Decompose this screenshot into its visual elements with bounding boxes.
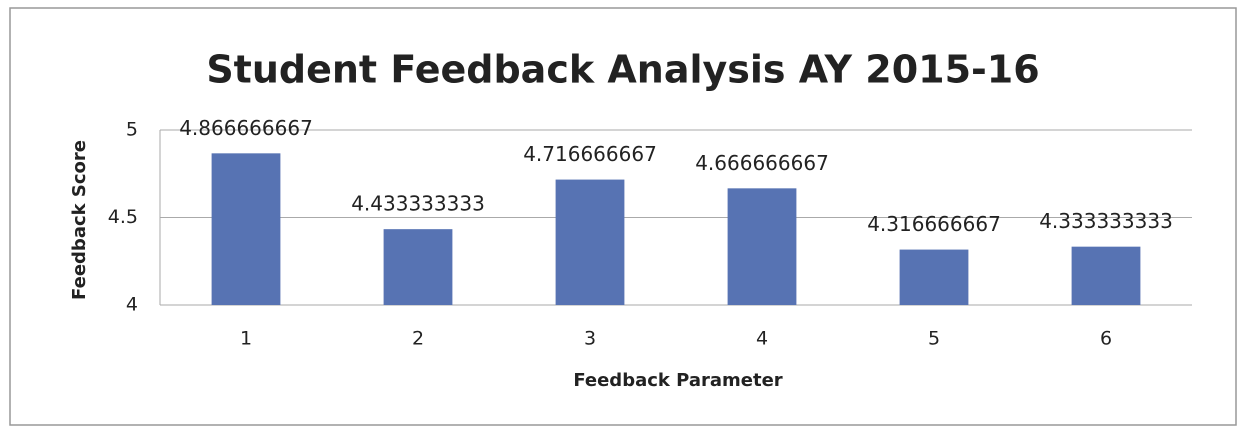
x-tick-label: 2 (412, 328, 424, 350)
value-label: 4.433333333 (351, 192, 485, 216)
bar (1071, 246, 1141, 305)
x-axis-label: Feedback Parameter (573, 370, 782, 391)
x-tick-label: 4 (756, 328, 768, 350)
value-label: 4.666666667 (695, 151, 829, 175)
x-tick-label: 3 (584, 328, 596, 350)
chart-title: Student Feedback Analysis AY 2015-16 (206, 48, 1039, 92)
x-tick-label: 1 (240, 328, 252, 350)
bar (899, 249, 969, 305)
x-tick-label: 5 (928, 328, 940, 350)
value-label: 4.866666667 (179, 116, 313, 140)
y-tick-label: 4 (126, 294, 138, 316)
y-tick-label: 5 (126, 119, 138, 141)
y-tick-label: 4.5 (108, 206, 138, 228)
value-label: 4.316666667 (867, 212, 1001, 236)
y-axis-label: Feedback Score (69, 140, 90, 300)
bar (211, 153, 281, 305)
bar (555, 179, 625, 305)
bar (727, 188, 797, 305)
x-tick-label: 6 (1100, 328, 1112, 350)
bar (383, 229, 453, 305)
value-label: 4.333333333 (1039, 209, 1173, 233)
value-label: 4.716666667 (523, 142, 657, 166)
